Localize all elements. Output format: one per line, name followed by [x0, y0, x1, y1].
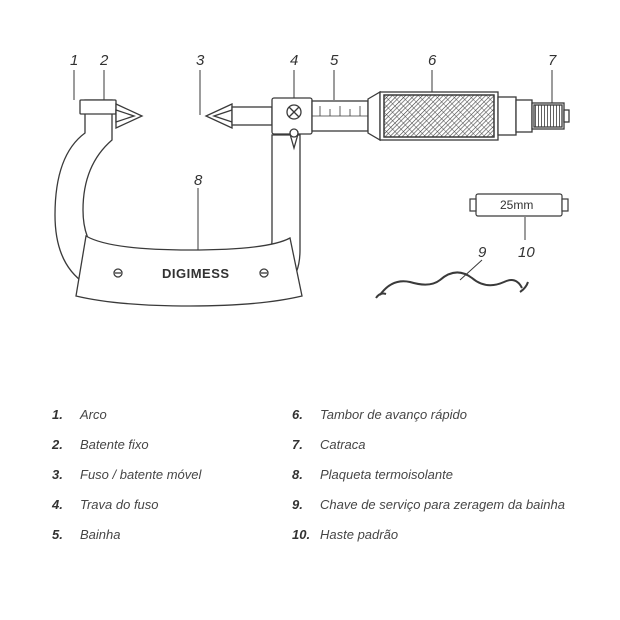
legend-number: 10. — [292, 520, 320, 550]
legend-row: 8.Plaqueta termoisolante — [292, 460, 565, 490]
callout-5: 5 — [330, 52, 338, 69]
legend-text: Catraca — [320, 430, 366, 460]
legend-number: 9. — [292, 490, 320, 520]
legend-text: Arco — [80, 400, 107, 430]
callout-2: 2 — [100, 52, 108, 69]
legend-row: 3.Fuso / batente móvel — [52, 460, 201, 490]
legend-text: Chave de serviço para zeragem da bainha — [320, 490, 565, 520]
callout-8: 8 — [194, 172, 202, 189]
legend-row: 2.Batente fixo — [52, 430, 201, 460]
legend-row: 4.Trava do fuso — [52, 490, 201, 520]
legend-text: Tambor de avanço rápido — [320, 400, 467, 430]
brand-label: DIGIMESS — [162, 266, 230, 281]
legend-row: 10.Haste padrão — [292, 520, 565, 550]
callout-7: 7 — [548, 52, 556, 69]
legend-text: Plaqueta termoisolante — [320, 460, 453, 490]
legend-text: Fuso / batente móvel — [80, 460, 201, 490]
legend-row: 1.Arco — [52, 400, 201, 430]
callout-9: 9 — [478, 244, 486, 261]
legend-number: 8. — [292, 460, 320, 490]
legend-text: Trava do fuso — [80, 490, 159, 520]
callout-3: 3 — [196, 52, 204, 69]
callout-1: 1 — [70, 52, 78, 69]
legend-number: 6. — [292, 400, 320, 430]
legend-number: 5. — [52, 520, 80, 550]
legend-row: 7.Catraca — [292, 430, 565, 460]
legend-row: 5.Bainha — [52, 520, 201, 550]
figure: { "colors":{ "stroke":"#3a3a3a", "fill_l… — [0, 0, 620, 620]
legend-number: 3. — [52, 460, 80, 490]
legend-number: 1. — [52, 400, 80, 430]
legend-number: 7. — [292, 430, 320, 460]
legend-number: 2. — [52, 430, 80, 460]
legend-number: 4. — [52, 490, 80, 520]
legend-row: 9.Chave de serviço para zeragem da bainh… — [292, 490, 565, 520]
legend-text: Bainha — [80, 520, 120, 550]
legend-row: 6.Tambor de avanço rápido — [292, 400, 565, 430]
callout-4: 4 — [290, 52, 298, 69]
callout-6: 6 — [428, 52, 436, 69]
legend-text: Batente fixo — [80, 430, 149, 460]
legend-text: Haste padrão — [320, 520, 398, 550]
standard-bar-label: 25mm — [500, 198, 533, 212]
callout-10: 10 — [518, 244, 535, 261]
